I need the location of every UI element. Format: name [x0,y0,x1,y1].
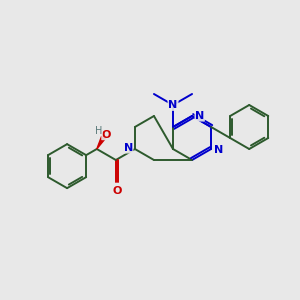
Text: N: N [124,143,133,153]
Text: N: N [195,111,204,121]
Text: H: H [95,126,102,136]
Text: N: N [168,100,178,110]
Text: O: O [112,186,122,196]
Polygon shape [97,134,107,149]
Text: O: O [102,130,111,140]
Text: N: N [214,145,224,155]
